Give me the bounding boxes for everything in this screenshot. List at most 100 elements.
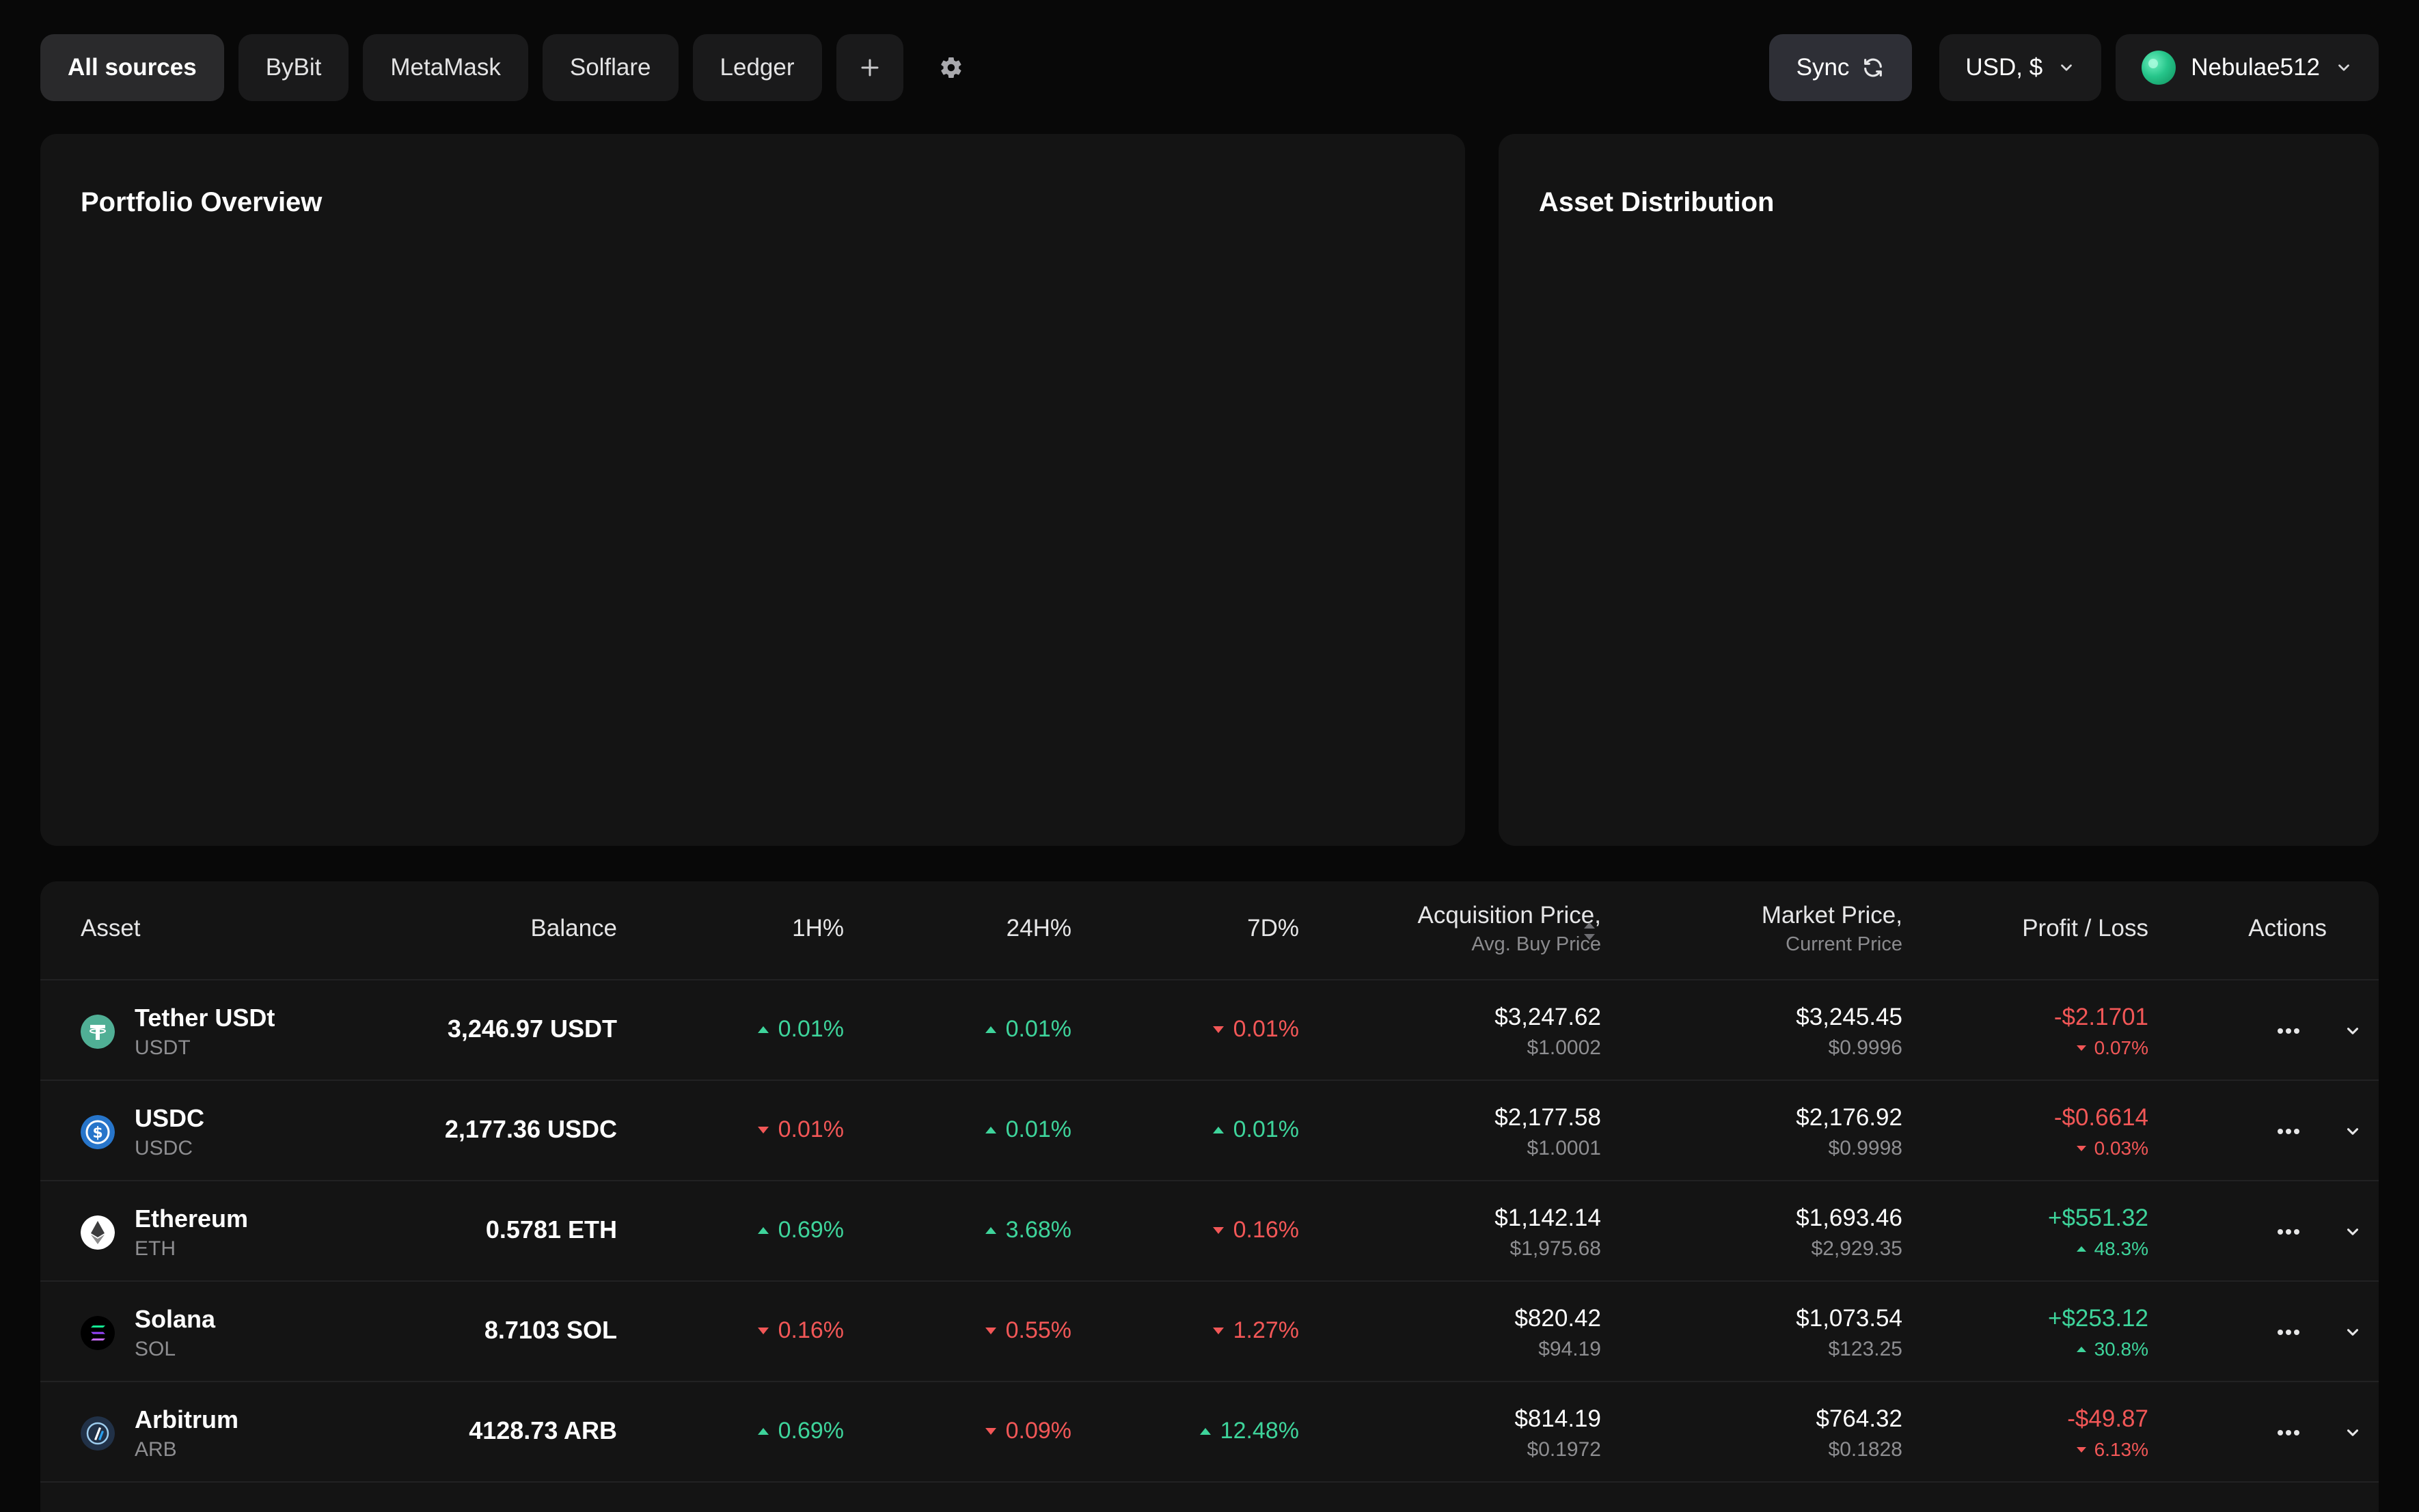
account-dropdown[interactable]: Nebulae512 <box>2116 34 2379 101</box>
more-actions-button[interactable] <box>2271 1017 2306 1045</box>
column-header-asset[interactable]: Asset <box>81 915 141 941</box>
more-actions-button[interactable] <box>2271 1319 2306 1346</box>
column-header-market[interactable]: Market Price, Current Price <box>1762 902 1902 956</box>
currency-label: USD, $ <box>1965 54 2043 81</box>
profit-loss-percent: 0.03% <box>2076 1138 2148 1159</box>
acquisition-total: $814.19 <box>1514 1405 1601 1432</box>
asset-symbol: SOL <box>135 1338 176 1360</box>
table-row[interactable]: Ethereum ETH 0.5781 ETH 0.69% 3.68% 0.16… <box>40 1181 2379 1282</box>
asset-distribution-panel: Asset Distribution <box>1499 134 2379 846</box>
balance-value: 4128.73 ARB <box>469 1416 617 1444</box>
table-row[interactable]: Arbitrum ARB 4128.73 ARB 0.69% 0.09% 12.… <box>40 1382 2379 1483</box>
asset-name: Tether USDt <box>135 1004 275 1032</box>
asset-name: USDC <box>135 1104 205 1132</box>
expand-row-button[interactable] <box>2339 1218 2366 1246</box>
chevron-down-icon <box>2061 64 2073 71</box>
market-current-price: $0.1828 <box>1828 1438 1902 1461</box>
market-current-price: $0.9996 <box>1828 1036 1902 1059</box>
source-tab-all[interactable]: All sources <box>40 34 224 101</box>
market-current-price: $2,929.35 <box>1811 1237 1902 1260</box>
column-header-acquisition-label: Acquisition Price, <box>1417 902 1601 929</box>
profit-loss-value: +$253.12 <box>2048 1305 2148 1332</box>
arrow-up-icon <box>1199 1427 1211 1435</box>
column-header-balance[interactable]: Balance <box>530 915 617 941</box>
arbitrum-icon <box>81 1416 115 1451</box>
source-tab-bybit[interactable]: ByBit <box>238 34 349 101</box>
more-horizontal-icon <box>2278 1430 2299 1435</box>
arrow-down-icon <box>2076 1045 2086 1051</box>
arrow-up-icon <box>757 1226 769 1234</box>
change-1h: 0.01% <box>757 1016 844 1043</box>
change-24h: 3.68% <box>985 1217 1071 1243</box>
expand-row-button[interactable] <box>2339 1017 2366 1045</box>
more-horizontal-icon <box>2278 1129 2299 1134</box>
change-24h-value: 0.55% <box>1005 1317 1071 1343</box>
change-24h-value: 0.09% <box>1005 1418 1071 1444</box>
column-header-profit-loss[interactable]: Profit / Loss <box>2022 915 2148 941</box>
table-row[interactable] <box>40 1483 2379 1512</box>
asset-symbol: ARB <box>135 1438 177 1461</box>
table-row[interactable]: Tether USDt USDT 3,246.97 USDT 0.01% 0.0… <box>40 980 2379 1081</box>
column-header-7d[interactable]: 7D% <box>1247 915 1299 941</box>
column-header-24h[interactable]: 24H% <box>1006 915 1071 941</box>
asset-name: Ethereum <box>135 1205 249 1233</box>
expand-row-button[interactable] <box>2339 1319 2366 1346</box>
solana-icon <box>81 1316 115 1350</box>
column-header-1h[interactable]: 1H% <box>792 915 844 941</box>
profit-loss-percent-value: 48.3% <box>2094 1238 2148 1259</box>
more-actions-button[interactable] <box>2271 1419 2306 1446</box>
asset-symbol: USDT <box>135 1036 191 1059</box>
arrow-down-icon <box>985 1427 996 1435</box>
arrow-up-icon <box>757 1427 769 1435</box>
change-1h: 0.16% <box>757 1317 844 1344</box>
more-actions-button[interactable] <box>2271 1118 2306 1145</box>
table-row[interactable]: Solana SOL 8.7103 SOL 0.16% 0.55% 1.27% … <box>40 1282 2379 1382</box>
currency-dropdown[interactable]: USD, $ <box>1939 34 2102 101</box>
column-header-market-sub: Current Price <box>1786 933 1902 955</box>
change-24h: 0.01% <box>985 1016 1071 1043</box>
change-7d-value: 0.01% <box>1233 1116 1299 1142</box>
arrow-down-icon <box>1212 1226 1224 1234</box>
chevron-down-icon <box>2347 1128 2359 1135</box>
change-24h: 0.09% <box>985 1418 1071 1444</box>
source-tab-ledger[interactable]: Ledger <box>692 34 822 101</box>
more-horizontal-icon <box>2278 1229 2299 1235</box>
add-source-button[interactable] <box>836 34 903 101</box>
change-24h: 0.01% <box>985 1116 1071 1143</box>
arrow-down-icon <box>757 1126 769 1133</box>
market-total: $2,176.92 <box>1796 1104 1902 1131</box>
chevron-down-icon <box>2347 1429 2359 1436</box>
acquisition-total: $820.42 <box>1514 1305 1601 1332</box>
profit-loss-percent-value: 0.03% <box>2094 1138 2148 1159</box>
change-24h-value: 0.01% <box>1005 1016 1071 1042</box>
acquisition-total: $3,247.62 <box>1494 1004 1601 1030</box>
asset-name: Solana <box>135 1305 216 1333</box>
more-actions-button[interactable] <box>2271 1218 2306 1246</box>
arrow-down-icon <box>757 1327 769 1334</box>
table-header: Asset Balance 1H% 24H% 7D% Acquisition P… <box>40 881 2379 980</box>
refresh-icon <box>1864 58 1883 77</box>
change-7d-value: 1.27% <box>1233 1317 1299 1343</box>
settings-button[interactable] <box>918 34 985 101</box>
change-24h: 0.55% <box>985 1317 1071 1344</box>
sync-button[interactable]: Sync <box>1768 34 1913 101</box>
expand-row-button[interactable] <box>2339 1118 2366 1145</box>
top-bar: All sources ByBit MetaMask Solflare Ledg… <box>40 34 2379 101</box>
change-7d-value: 0.16% <box>1233 1217 1299 1243</box>
column-header-acquisition[interactable]: Acquisition Price, Avg. Buy Price <box>1418 902 1601 956</box>
table-row[interactable]: $ USDC USDC 2,177.36 USDC 0.01% 0.01% 0.… <box>40 1081 2379 1181</box>
avatar <box>2142 51 2176 85</box>
usdc-icon: $ <box>81 1115 115 1149</box>
arrow-down-icon <box>1212 1327 1224 1334</box>
source-tab-metamask[interactable]: MetaMask <box>363 34 528 101</box>
portfolio-overview-panel: Portfolio Overview <box>40 134 1465 846</box>
expand-row-button[interactable] <box>2339 1419 2366 1446</box>
sort-icon[interactable] <box>1581 919 1598 944</box>
change-1h: 0.69% <box>757 1418 844 1444</box>
acquisition-avg-price: $0.1972 <box>1527 1438 1601 1461</box>
market-current-price: $0.9998 <box>1828 1137 1902 1159</box>
source-tab-solflare[interactable]: Solflare <box>542 34 679 101</box>
asset-symbol: USDC <box>135 1137 193 1159</box>
svg-text:$: $ <box>92 1125 102 1142</box>
tether-icon <box>81 1015 115 1049</box>
